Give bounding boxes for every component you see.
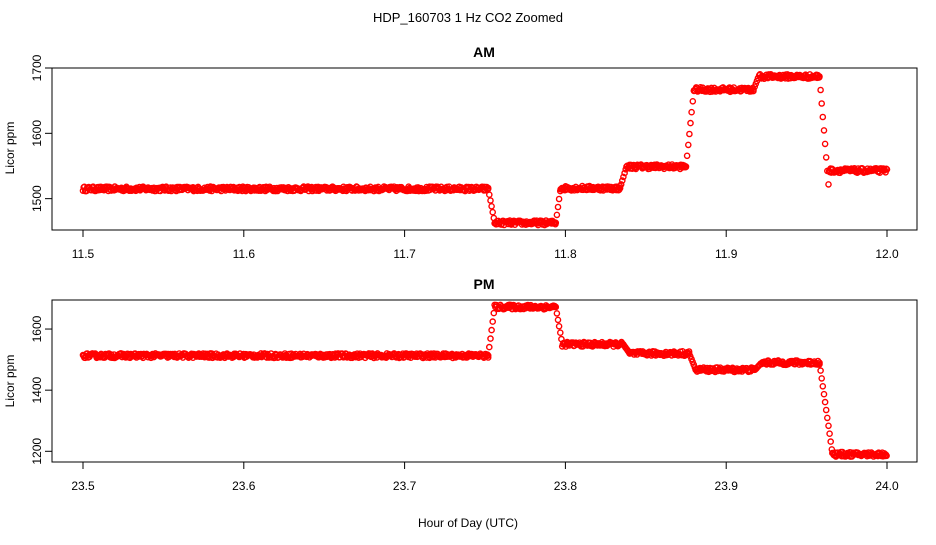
- pm-data-point: [822, 406, 830, 414]
- am-data-point: [553, 211, 561, 219]
- pm-data-point: [488, 326, 495, 334]
- pm-y-tick-label: 1600: [30, 315, 44, 342]
- am-data-point: [489, 208, 497, 216]
- pm-y-axis: 1200 1400 1600: [30, 315, 52, 465]
- am-panel-title: AM: [473, 44, 495, 60]
- pm-data-point: [828, 446, 836, 453]
- am-y-axis: 1500 1600 1700: [30, 54, 52, 212]
- pm-x-tick-label: 23.8: [554, 479, 578, 493]
- pm-data-point: [824, 414, 831, 422]
- am-data-point: [682, 163, 690, 170]
- pm-data-point: [883, 452, 890, 460]
- figure-title: HDP_160703 1 Hz CO2 Zoomed: [373, 10, 563, 25]
- pm-data-point: [552, 303, 560, 311]
- am-data-point: [620, 173, 627, 181]
- am-x-tick-label: 11.7: [393, 247, 416, 261]
- pm-data-point: [554, 316, 562, 324]
- pm-data-point: [817, 367, 824, 374]
- pm-x-tick-label: 23.5: [71, 479, 95, 493]
- x-axis-label: Hour of Day (UTC): [418, 516, 518, 530]
- am-x-tick-label: 11.5: [72, 247, 95, 261]
- am-y-tick-label: 1500: [30, 185, 44, 212]
- pm-data-point: [557, 329, 564, 337]
- am-data-point: [488, 202, 495, 210]
- pm-data-point: [555, 322, 563, 330]
- pm-data-point: [821, 398, 829, 406]
- pm-x-tick-label: 23.6: [232, 479, 256, 493]
- pm-y-tick-label: 1400: [30, 376, 44, 403]
- pm-data-point: [816, 359, 823, 367]
- pm-data-point: [825, 422, 832, 430]
- pm-x-tick-label: 23.9: [715, 479, 739, 493]
- pm-x-axis: 23.5 23.6 23.7 23.8 23.9 24.0: [71, 462, 899, 493]
- pm-data-point: [490, 309, 498, 317]
- am-data-point: [617, 181, 625, 188]
- am-data-point: [554, 203, 562, 211]
- am-data-point: [817, 86, 824, 94]
- am-plot-frame: [51, 67, 918, 231]
- am-x-axis: 11.5 11.6 11.7 11.8 11.9 12.0: [72, 230, 899, 261]
- am-data-point: [552, 219, 560, 227]
- am-data-point: [687, 119, 694, 127]
- pm-y-tick-label: 1200: [30, 438, 44, 465]
- pm-plot-frame: [51, 299, 918, 463]
- am-data-point: [822, 154, 830, 161]
- am-data-point: [484, 185, 492, 193]
- am-x-tick-label: 12.0: [875, 247, 899, 261]
- am-data-point: [820, 127, 828, 134]
- pm-data-point: [827, 438, 835, 445]
- pm-data-point: [553, 310, 561, 317]
- am-data-point: [685, 141, 692, 149]
- pm-y-axis-label: Licor ppm: [3, 355, 17, 408]
- pm-data-point: [485, 343, 493, 351]
- pm-data-point: [818, 375, 826, 382]
- am-data-point: [825, 181, 832, 188]
- am-data-point: [819, 113, 827, 121]
- am-data-point: [555, 195, 563, 203]
- am-data-point: [883, 166, 891, 173]
- am-data-point: [616, 184, 624, 192]
- pm-data-point: [819, 382, 827, 390]
- am-y-axis-label: Licor ppm: [3, 122, 17, 175]
- pm-data-point: [487, 335, 494, 342]
- pm-x-tick-label: 23.7: [393, 479, 417, 493]
- am-data-point: [621, 169, 628, 177]
- am-y-tick-label: 1600: [30, 120, 44, 147]
- am-x-tick-label: 11.8: [554, 247, 577, 261]
- am-data-point: [487, 197, 494, 204]
- am-data-point: [683, 152, 691, 160]
- am-y-tick-label: 1700: [30, 54, 44, 81]
- am-data-point: [689, 98, 697, 105]
- am-data-point: [686, 130, 693, 138]
- pm-panel-title: PM: [474, 276, 495, 292]
- pm-panel: PM Licor ppm 23.5 23.6 23.7 23.8 23.9 24.0 12…: [3, 276, 918, 493]
- am-data-point: [688, 108, 695, 116]
- am-data-point: [818, 100, 826, 107]
- pm-data-points: [79, 301, 890, 460]
- pm-data-point: [826, 430, 833, 438]
- pm-data-point: [484, 352, 492, 359]
- am-data-point: [619, 177, 626, 184]
- am-data-point: [821, 140, 829, 148]
- pm-data-point: [820, 390, 828, 398]
- am-data-points: [79, 71, 891, 229]
- pm-x-tick-label: 24.0: [875, 479, 899, 493]
- am-panel: AM Licor ppm 11.5 11.6 11.7 11.8 11.9 12.0 15…: [3, 44, 918, 261]
- am-data-point: [485, 191, 493, 198]
- am-x-tick-label: 11.9: [715, 247, 738, 261]
- am-x-tick-label: 11.6: [233, 247, 256, 261]
- pm-data-point: [489, 318, 497, 325]
- am-data-point: [816, 73, 823, 80]
